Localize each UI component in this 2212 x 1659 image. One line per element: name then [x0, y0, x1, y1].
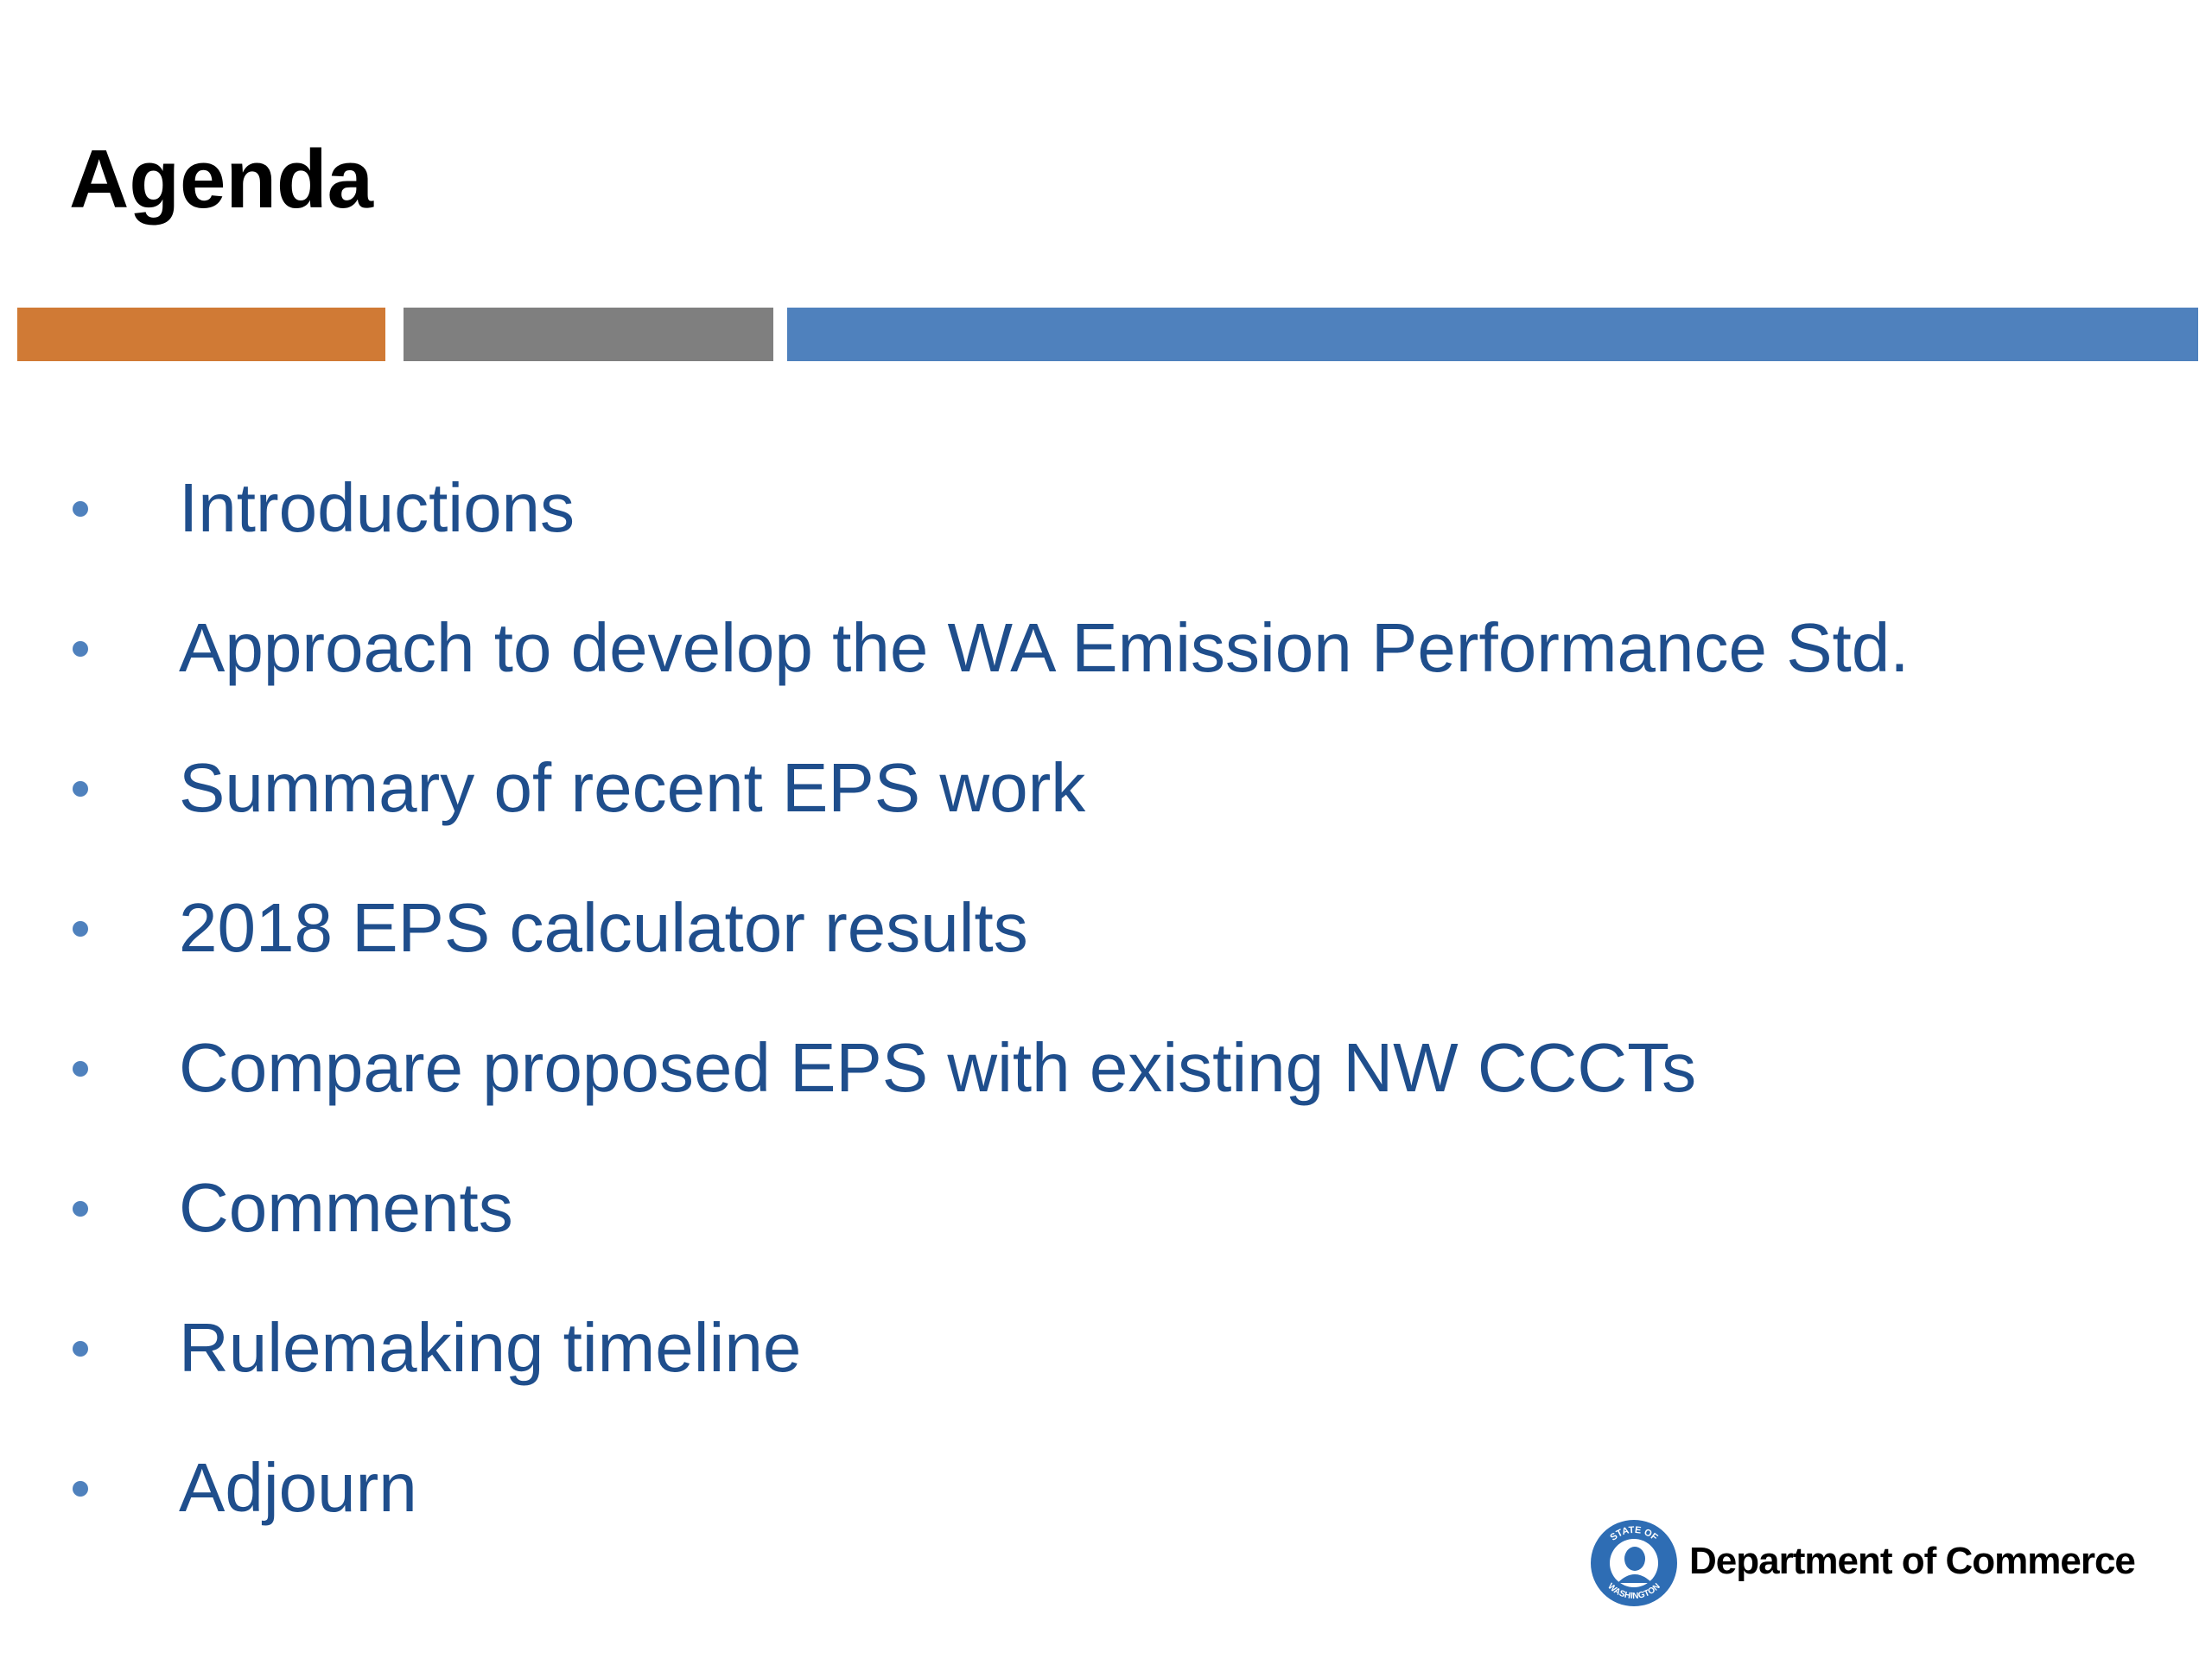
- agenda-item: Summary of recent EPS work: [0, 747, 1910, 887]
- agenda-item: 2018 EPS calculator results: [0, 887, 1910, 1027]
- agenda-list: Introductions Approach to develop the WA …: [0, 467, 1910, 1586]
- bullet: [73, 1481, 88, 1497]
- state-seal: STATE OF WASHINGTON: [1591, 1520, 1677, 1606]
- agenda-item-text: Adjourn: [179, 1449, 417, 1526]
- seal-bust: [1618, 1574, 1652, 1583]
- slide-title: Agenda: [69, 133, 374, 226]
- agenda-item: Rulemaking timeline: [0, 1306, 1910, 1446]
- agenda-item-text: Approach to develop the WA Emission Perf…: [179, 609, 1910, 686]
- agenda-item-text: Introductions: [179, 469, 575, 546]
- agenda-item: Compare proposed EPS with existing NW CC…: [0, 1027, 1910, 1166]
- bullet: [73, 781, 88, 797]
- accent-bar-orange: [17, 308, 385, 361]
- accent-bar-blue: [787, 308, 2198, 361]
- agenda-item-text: Rulemaking timeline: [179, 1309, 802, 1386]
- agenda-item: Introductions: [0, 467, 1910, 607]
- bullet: [73, 641, 88, 657]
- bullet: [73, 1061, 88, 1077]
- organization-name: Department of Commerce: [1689, 1540, 2136, 1582]
- bullet: [73, 1201, 88, 1217]
- agenda-item: Adjourn: [0, 1446, 1910, 1586]
- agenda-item: Approach to develop the WA Emission Perf…: [0, 607, 1910, 747]
- bullet: [73, 501, 88, 517]
- seal-portrait: [1624, 1547, 1645, 1571]
- accent-bar-gray: [404, 308, 773, 361]
- agenda-item-text: 2018 EPS calculator results: [179, 889, 1028, 966]
- agenda-item-text: Summary of recent EPS work: [179, 749, 1086, 826]
- bullet: [73, 921, 88, 937]
- agenda-item-text: Compare proposed EPS with existing NW CC…: [179, 1029, 1697, 1106]
- agenda-item-text: Comments: [179, 1169, 513, 1246]
- agenda-item: Comments: [0, 1166, 1910, 1306]
- bullet: [73, 1341, 88, 1357]
